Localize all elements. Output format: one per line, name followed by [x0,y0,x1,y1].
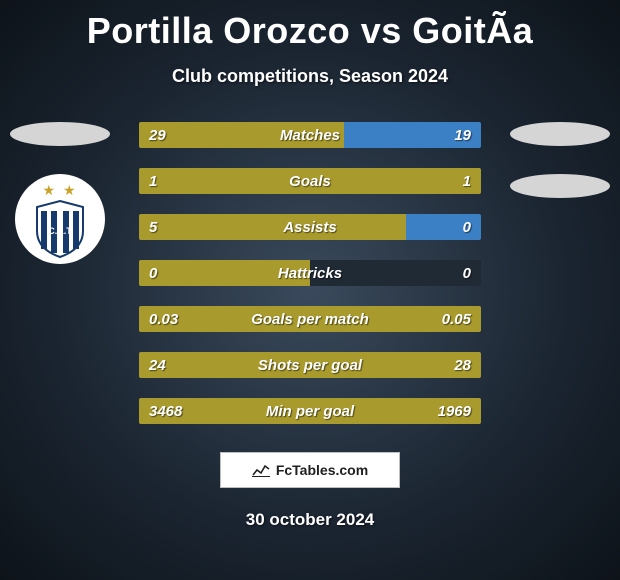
fctables-logo-icon [252,463,270,477]
page-subtitle: Club competitions, Season 2024 [172,66,448,87]
brand-card[interactable]: FcTables.com [220,452,400,488]
stat-label: Shots per goal [139,352,481,378]
stat-bars-container: 2919Matches 11Goals 50Assists 00Hattricks 0.… [139,122,481,424]
club-shield-icon: C.A.T [33,199,87,259]
ellipse-placeholder-icon [10,122,110,146]
stat-label: Matches [139,122,481,148]
stat-label: Hattricks [139,260,481,286]
ellipse-placeholder-icon [510,122,610,146]
svg-text:C.A.T: C.A.T [48,226,72,236]
stat-row: 0.030.05Goals per match [139,306,481,332]
stat-row: 50Assists [139,214,481,240]
date-text: 30 october 2024 [0,510,620,530]
page-title: Portilla Orozco vs GoitÃa [87,10,534,52]
stat-label: Assists [139,214,481,240]
stat-row: 00Hattricks [139,260,481,286]
club-badge-left: ★ ★ C.A.T [15,174,105,264]
left-player-badges: ★ ★ C.A.T [0,122,120,264]
ellipse-placeholder-icon [510,174,610,198]
right-player-badges [500,122,620,226]
main-area: ★ ★ C.A.T 2919Matches 11Goals 50Assists 00H… [0,122,620,580]
stat-label: Min per goal [139,398,481,424]
stat-row: 11Goals [139,168,481,194]
stat-label: Goals [139,168,481,194]
brand-text: FcTables.com [276,462,368,478]
content-root: Portilla Orozco vs GoitÃa Club competiti… [0,0,620,580]
stat-row: 2919Matches [139,122,481,148]
stat-row: 2428Shots per goal [139,352,481,378]
stat-row: 34681969Min per goal [139,398,481,424]
club-badge-stars-icon: ★ ★ [43,183,78,197]
stat-label: Goals per match [139,306,481,332]
